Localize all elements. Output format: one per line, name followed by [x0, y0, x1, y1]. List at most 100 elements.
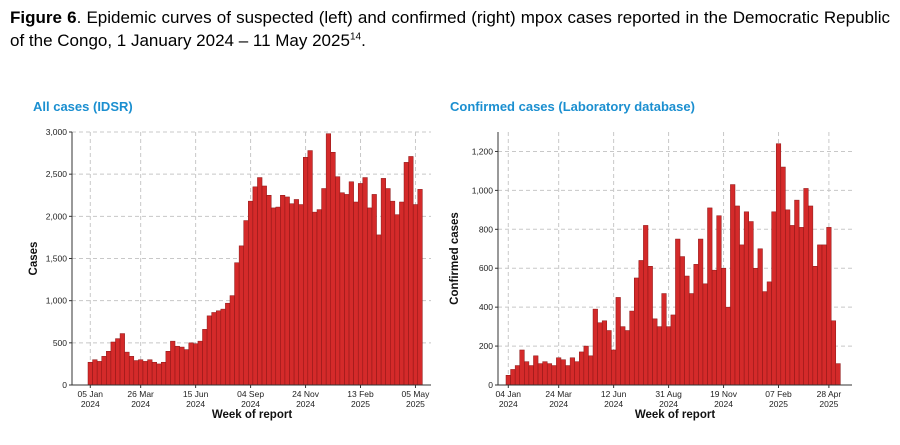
bar [138, 359, 144, 386]
bar [390, 200, 396, 386]
bar [357, 183, 364, 386]
bar [284, 196, 290, 386]
bar [193, 343, 199, 386]
bar [353, 201, 359, 386]
bar [362, 177, 368, 386]
bar [298, 204, 304, 386]
bar [229, 295, 235, 386]
figure-caption: Figure 6. Epidemic curves of suspected (… [10, 6, 890, 52]
bar [197, 340, 203, 386]
bar [330, 151, 336, 386]
bar [325, 133, 331, 386]
bar [403, 162, 409, 386]
x-tick-label: 13 Feb [347, 389, 374, 399]
bar [376, 234, 382, 386]
bar [202, 329, 208, 386]
bar [179, 346, 185, 386]
bar [151, 361, 157, 386]
bar [188, 342, 194, 386]
bar [385, 188, 391, 386]
x-tick-label: 05 Jan [78, 389, 104, 399]
bar [215, 310, 222, 386]
y-tick-label: 500 [53, 338, 67, 348]
bar [408, 156, 414, 386]
bar [394, 214, 400, 386]
x-tick-label-year: 2024 [296, 399, 315, 409]
bar [417, 189, 423, 386]
bar [119, 333, 125, 386]
bar [303, 157, 309, 386]
y-tick-label: 2,500 [46, 169, 68, 179]
y-tick-label: 3,000 [46, 127, 68, 137]
bar [87, 361, 93, 386]
bar [92, 359, 98, 386]
x-tick-label-year: 2024 [131, 399, 150, 409]
bar [344, 194, 350, 386]
bar [133, 360, 139, 386]
x-tick-label: 05 May [402, 389, 431, 399]
bar [124, 351, 130, 386]
caption-reference: 14 [349, 31, 362, 43]
bar [307, 150, 313, 386]
bar [206, 315, 212, 386]
bar [371, 194, 377, 386]
bar [270, 207, 277, 386]
bar [211, 312, 217, 386]
bar [257, 177, 263, 386]
bar [261, 185, 267, 386]
bar [165, 351, 171, 386]
bar [220, 308, 226, 386]
bar [147, 359, 153, 386]
bar [316, 209, 322, 386]
x-tick-label-year: 2024 [81, 399, 100, 409]
bar [106, 351, 112, 386]
left-chart-title: All cases (IDSR) [33, 99, 133, 114]
bar [280, 195, 286, 386]
right-chart-title: Confirmed cases (Laboratory database) [450, 99, 695, 114]
bar [367, 207, 373, 386]
x-tick-label: 24 Nov [292, 389, 320, 399]
bar [238, 245, 244, 386]
bar [110, 341, 116, 386]
x-tick-label-year: 2025 [351, 399, 370, 409]
x-tick-label: 15 Jun [183, 389, 209, 399]
caption-text: . Epidemic curves of suspected (left) an… [10, 8, 890, 50]
y-tick-label: 1,500 [46, 254, 68, 264]
caption-end: . [361, 31, 366, 50]
bar [348, 181, 354, 386]
bar [225, 302, 231, 386]
x-tick-label-year: 2024 [186, 399, 205, 409]
bar [321, 188, 327, 386]
x-tick-label-year: 2025 [406, 399, 425, 409]
bar [115, 338, 121, 386]
bar [399, 201, 405, 386]
x-axis-title: Week of report [212, 409, 292, 421]
x-tick-label-year: 2024 [241, 399, 260, 409]
y-tick-label: 1,000 [46, 296, 68, 306]
bar [339, 192, 345, 386]
bar [275, 206, 281, 386]
bar [380, 178, 386, 386]
bar [266, 195, 272, 386]
x-tick-label: 26 Mar [127, 389, 154, 399]
bar [293, 199, 299, 386]
bar [96, 361, 102, 386]
bar [289, 203, 295, 386]
bar [101, 356, 107, 386]
bar [312, 211, 318, 386]
bar [170, 340, 176, 386]
bar [142, 361, 148, 386]
x-tick-label: 04 Sep [237, 389, 264, 399]
bar [174, 345, 180, 386]
bar [248, 200, 254, 386]
bar [252, 186, 258, 386]
bar [243, 220, 249, 386]
y-axis-title: Cases [28, 242, 40, 276]
bar [128, 356, 135, 386]
bar [335, 176, 341, 386]
y-tick-label: 2,000 [46, 211, 68, 221]
bar [156, 363, 162, 386]
y-tick-label: 0 [62, 380, 67, 390]
bar [234, 262, 240, 386]
